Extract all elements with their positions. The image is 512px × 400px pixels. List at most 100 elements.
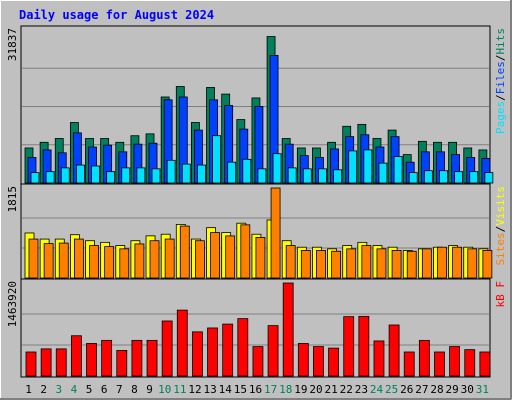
bar-kb-f — [464, 349, 476, 377]
bar-pages — [439, 170, 448, 184]
legend-kbytes: kB F — [494, 281, 507, 308]
bar-pages — [257, 168, 267, 184]
bar-sites — [240, 224, 251, 279]
bar-pages — [45, 171, 55, 184]
bar-pages — [60, 167, 70, 184]
x-tick-label: 12 — [188, 383, 201, 396]
bar-pages — [181, 163, 191, 184]
bar-sites — [437, 246, 447, 279]
legend-item: Visits — [494, 186, 507, 226]
bar-sites — [331, 250, 341, 279]
bar-sites — [225, 235, 236, 279]
bar-pages — [287, 167, 297, 184]
bar-kb-f — [313, 346, 324, 377]
bar-sites — [361, 245, 372, 279]
x-tick-label: 29 — [446, 383, 459, 396]
bar-kb-f — [297, 343, 309, 377]
bar-pages — [227, 161, 237, 184]
bar-sites — [270, 187, 281, 279]
x-tick-label: 25 — [385, 383, 398, 396]
bar-sites — [391, 250, 402, 279]
bar-pages — [484, 172, 494, 184]
bar-pages — [151, 168, 161, 184]
bar-pages — [197, 164, 206, 184]
bar-sites — [89, 245, 99, 279]
x-tick-label: 28 — [430, 383, 443, 396]
x-tick-label: 23 — [355, 383, 368, 396]
panel-border — [20, 278, 491, 378]
bar-kb-f — [55, 348, 67, 377]
x-tick-label: 17 — [264, 383, 277, 396]
legend-item: Files — [494, 61, 507, 94]
bar-pages — [212, 135, 221, 184]
bar-pages — [242, 158, 252, 184]
bar-kb-f — [434, 351, 445, 377]
legend-hits-files-pages: Pages/Files/Hits — [494, 28, 507, 134]
x-tick-label: 19 — [294, 383, 307, 396]
bar-kb-f — [418, 339, 430, 377]
bar-sites — [255, 237, 266, 279]
x-tick-label: 4 — [71, 383, 78, 396]
bar-sites — [421, 248, 432, 279]
y-max-label: 31837 — [6, 28, 19, 61]
x-tick-label: 14 — [219, 383, 233, 396]
bar-sites — [119, 248, 130, 279]
bar-pages — [272, 153, 282, 184]
x-tick-label: 18 — [279, 383, 292, 396]
x-tick-label: 1 — [25, 383, 32, 396]
bar-pages — [348, 150, 358, 184]
panel-sites-visits: 1815 Sites/Visits — [6, 183, 507, 280]
bar-pages — [166, 159, 176, 184]
bar-pages — [423, 170, 433, 184]
x-tick-label: 10 — [158, 383, 171, 396]
x-tick-label: 26 — [400, 383, 413, 396]
bar-pages — [333, 169, 342, 184]
x-tick-label: 9 — [146, 383, 153, 396]
legend-item: / — [494, 55, 507, 62]
x-tick-label: 22 — [340, 383, 353, 396]
bar-kb-f — [40, 348, 52, 377]
bar-sites — [346, 248, 357, 279]
legend-sites-visits: Sites/Visits — [494, 186, 507, 266]
bar-kb-f — [403, 351, 415, 377]
bar-sites — [179, 225, 190, 279]
legend-item: / — [494, 94, 507, 101]
bar-sites — [195, 240, 205, 279]
chart-panels: 31837 Pages/Files/Hits 1815Sites/Visits146… — [6, 25, 507, 378]
bar-kb-f — [282, 282, 294, 377]
bar-pages — [106, 171, 116, 184]
bar-kb-f — [373, 340, 385, 377]
bar-pages — [378, 162, 388, 184]
legend-item: Pages — [494, 101, 507, 134]
bar-sites — [210, 232, 220, 279]
bar-sites — [164, 238, 175, 279]
bar-kb-f — [479, 351, 491, 377]
legend-item: / — [494, 226, 507, 233]
bar-kb-f — [343, 316, 355, 377]
bar-pages — [121, 167, 131, 184]
x-tick-label: 31 — [476, 383, 489, 396]
bar-sites — [73, 238, 84, 279]
bar-pages — [30, 172, 40, 184]
x-tick-label: 6 — [101, 383, 108, 396]
x-tick-label: 5 — [86, 383, 93, 396]
x-axis-labels: 1 2 3 4 5 6 7 8 9 10 11 12 13 14 15 16 17 18 19 20 21 22 23 24 2… — [25, 383, 489, 396]
x-tick-label: 20 — [309, 383, 322, 396]
bar-pages — [302, 168, 312, 184]
bar-kb-f — [101, 339, 113, 377]
x-tick-label: 24 — [370, 383, 384, 396]
bar-kb-f — [388, 324, 400, 377]
bar-kb-f — [252, 346, 264, 377]
bar-kb-f — [267, 325, 279, 377]
bar-pages — [318, 168, 327, 184]
bar-sites — [149, 240, 160, 279]
bar-kb-f — [176, 309, 188, 377]
x-tick-label: 8 — [131, 383, 138, 396]
bar-pages — [393, 156, 403, 184]
bar-pages — [363, 149, 373, 184]
panel-hits-files-pages: 31837 Pages/Files/Hits — [6, 25, 507, 185]
y-max-label: 1463920 — [6, 281, 19, 327]
bar-sites — [134, 243, 145, 279]
bar-kb-f — [237, 318, 249, 377]
bar-sites — [482, 250, 493, 279]
